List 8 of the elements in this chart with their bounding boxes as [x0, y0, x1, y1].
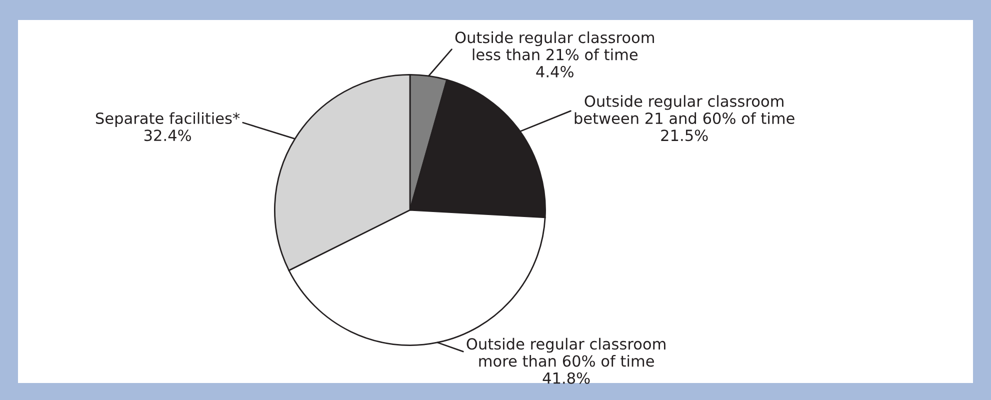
slice-label: Outside regular classroom less than 21% of time [455, 31, 654, 60]
slice-label: Separate facilities* [96, 112, 240, 127]
data-label: 41.8% [542, 372, 590, 384]
data-label: 4.4% [536, 66, 574, 78]
data-label: 21.5% [661, 130, 708, 142]
data-label: 32.4% [144, 130, 191, 142]
slice-label: Outside regular classroom more than 60% of time [466, 338, 666, 367]
slice-label: Outside regular classroom between 21 and 60% of time [574, 95, 794, 124]
